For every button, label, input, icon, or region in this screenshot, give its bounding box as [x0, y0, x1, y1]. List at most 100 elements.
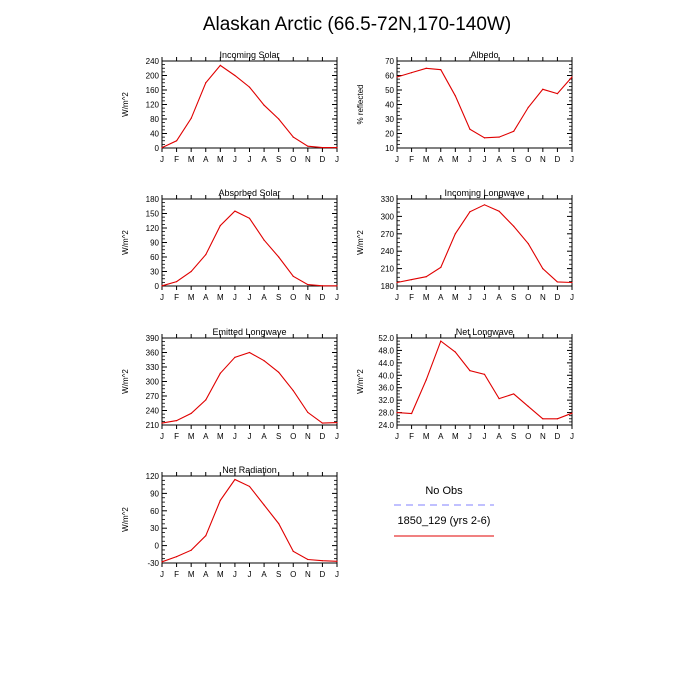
x-tick-label: J — [335, 432, 339, 441]
series-line — [396, 340, 573, 420]
y-tick-label: 40.0 — [378, 371, 394, 380]
x-tick-label: J — [233, 570, 237, 579]
legend-label-model: 1850_129 (yrs 2-6) — [398, 515, 491, 527]
data-point — [571, 76, 573, 78]
panel-title: Incoming Solar — [219, 50, 279, 60]
data-point — [440, 340, 442, 342]
x-tick-label: M — [217, 293, 224, 302]
x-tick-label: N — [540, 293, 546, 302]
data-point — [454, 95, 456, 97]
x-tick-label: J — [248, 293, 252, 302]
panel-title: Absorbed Solar — [218, 188, 280, 198]
data-point — [190, 270, 192, 273]
data-point — [307, 558, 309, 561]
data-point — [175, 140, 178, 142]
x-tick-label: J — [468, 155, 472, 164]
y-tick-label: 30 — [150, 268, 159, 277]
x-tick-label: O — [290, 570, 296, 579]
y-tick-label: 60 — [150, 507, 159, 516]
x-tick-label: J — [395, 155, 399, 164]
y-tick-label: 10 — [385, 144, 394, 153]
y-axis-label: W/m^2 — [121, 230, 130, 255]
x-tick-label: F — [409, 432, 414, 441]
x-tick-label: A — [438, 155, 444, 164]
x-tick-label: A — [203, 293, 209, 302]
x-tick-label: D — [555, 293, 561, 302]
plot-frame — [396, 198, 573, 287]
y-tick-label: 360 — [146, 349, 160, 358]
data-point — [234, 74, 236, 77]
y-tick-label: 300 — [381, 212, 395, 221]
x-tick-label: J — [248, 570, 252, 579]
y-tick-label: 120 — [146, 472, 160, 481]
panel-4: Emitted Longwave W/m^2 210 240 270 300 330 360 3… — [121, 327, 339, 441]
data-point — [542, 268, 544, 270]
x-tick-label: M — [423, 432, 430, 441]
data-point — [556, 418, 559, 420]
legend-label-no-obs: No Obs — [425, 485, 463, 497]
x-tick-label: J — [335, 155, 339, 164]
data-point — [483, 137, 486, 139]
plot-frame — [396, 60, 573, 149]
y-tick-label: 160 — [146, 86, 160, 95]
data-point — [175, 556, 178, 558]
x-tick-label: A — [203, 155, 209, 164]
y-tick-label: 60 — [385, 72, 394, 81]
x-tick-label: S — [276, 293, 281, 302]
y-tick-label: 200 — [146, 72, 160, 81]
y-tick-label: 210 — [146, 421, 160, 430]
y-tick-label: 120 — [146, 101, 160, 110]
x-tick-label: M — [452, 155, 459, 164]
x-tick-label: N — [305, 432, 311, 441]
data-point — [292, 390, 294, 392]
data-point — [278, 118, 280, 120]
x-tick-label: J — [570, 293, 574, 302]
y-axis-label: W/m^2 — [356, 369, 365, 394]
x-tick-label: F — [409, 155, 414, 164]
data-point — [469, 211, 471, 213]
data-point — [205, 253, 207, 256]
data-point — [190, 549, 192, 551]
data-point — [292, 550, 294, 553]
y-tick-label: 270 — [146, 392, 160, 401]
x-tick-label: A — [203, 432, 209, 441]
x-tick-label: N — [540, 155, 546, 164]
x-tick-label: J — [233, 432, 237, 441]
data-point — [571, 281, 573, 284]
data-point — [175, 420, 178, 422]
x-tick-label: M — [188, 432, 195, 441]
x-tick-label: J — [233, 155, 237, 164]
data-point — [425, 379, 427, 381]
data-point — [292, 275, 294, 277]
data-point — [469, 370, 471, 372]
y-tick-label: 32.0 — [378, 396, 394, 405]
x-tick-label: F — [174, 432, 179, 441]
panel-5: Net Longwave W/m^2 24.0 28.0 32.0 36.0 40.0 44.… — [356, 327, 574, 441]
y-tick-label: 70 — [385, 57, 394, 66]
y-tick-label: 20 — [385, 130, 394, 139]
x-tick-label: O — [525, 155, 531, 164]
data-point — [205, 399, 207, 401]
data-point — [219, 64, 221, 66]
data-point — [234, 210, 236, 212]
y-tick-label: -30 — [147, 559, 159, 568]
x-tick-label: A — [496, 432, 502, 441]
y-axis-label: W/m^2 — [356, 230, 365, 255]
data-point — [161, 422, 163, 424]
y-tick-label: 180 — [381, 282, 395, 291]
y-axis-label: % reflected — [356, 84, 365, 124]
y-tick-label: 52.0 — [378, 334, 394, 343]
series-line — [161, 351, 338, 424]
data-point — [571, 412, 573, 414]
data-point — [469, 128, 471, 130]
data-point — [321, 560, 324, 562]
x-tick-label: J — [335, 293, 339, 302]
x-tick-label: N — [305, 293, 311, 302]
y-tick-label: 0 — [155, 144, 160, 153]
x-tick-label: J — [468, 432, 472, 441]
y-tick-label: 330 — [146, 363, 160, 372]
data-point — [498, 397, 500, 400]
